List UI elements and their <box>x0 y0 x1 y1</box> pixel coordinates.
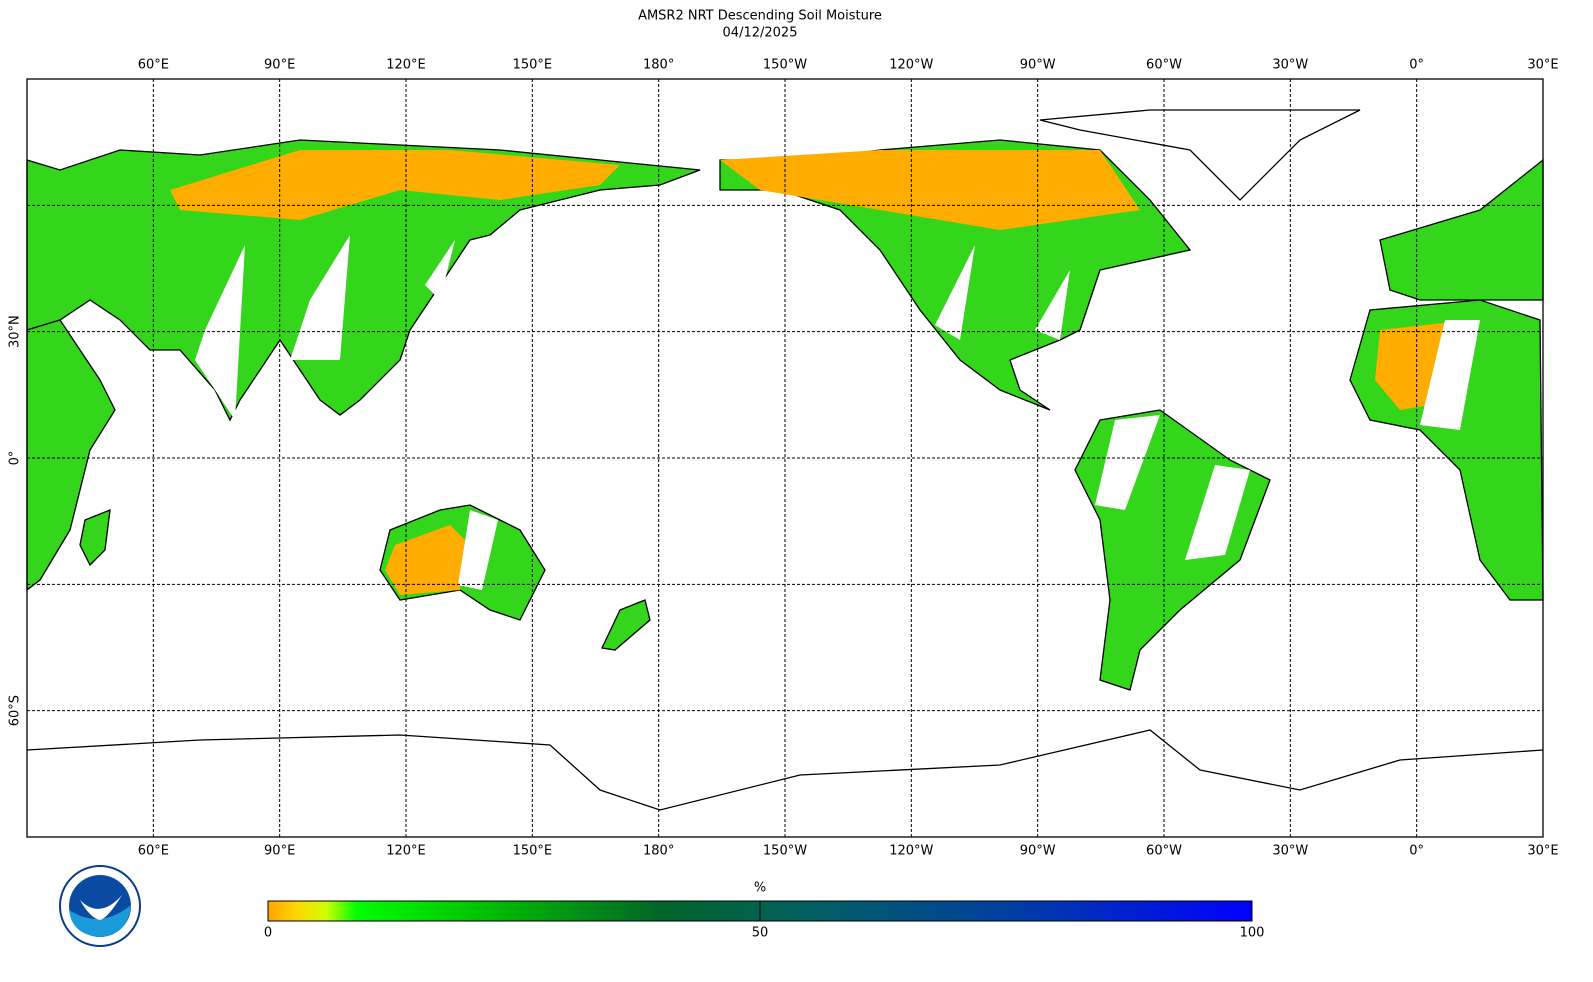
x-tick-label-bottom: 30°E <box>1527 844 1558 859</box>
x-tick-label-top: 90°E <box>264 58 295 73</box>
x-tick-label-bottom: 120°E <box>386 844 426 859</box>
map-subtitle: 04/12/2025 <box>723 26 798 41</box>
landmasses <box>26 109 1544 811</box>
x-tick-label-top: 120°E <box>386 58 426 73</box>
x-tick-label-top: 60°E <box>138 58 169 73</box>
x-tick-label-top: 60°W <box>1146 58 1182 73</box>
x-tick-label-top: 0° <box>1409 58 1424 73</box>
x-tick-label-bottom: 60°W <box>1146 844 1182 859</box>
graticule <box>27 79 1544 837</box>
x-tick-label-top: 150°E <box>513 58 553 73</box>
x-tick-label-bottom: 150°W <box>763 844 807 859</box>
x-tick-label-bottom: 90°E <box>264 844 295 859</box>
x-tick-label-bottom: 30°W <box>1272 844 1308 859</box>
x-tick-label-bottom: 150°E <box>513 844 553 859</box>
colorbar-tick-label: 100 <box>1240 926 1265 941</box>
x-tick-label-bottom: 60°E <box>138 844 169 859</box>
noaa-logo <box>59 865 141 947</box>
x-tick-label-top: 90°W <box>1020 58 1056 73</box>
x-tick-label-top: 120°W <box>889 58 933 73</box>
x-tick-label-top: 180° <box>643 58 674 73</box>
map-frame <box>26 78 1544 838</box>
x-tick-label-bottom: 180° <box>643 844 674 859</box>
y-tick-label: 30°N <box>8 315 23 348</box>
colorbar: % 0 50 100 <box>264 881 1265 941</box>
colorbar-label: % <box>754 881 766 896</box>
x-tick-label-bottom: 120°W <box>889 844 933 859</box>
y-tick-label: 0° <box>8 451 23 466</box>
x-tick-label-bottom: 0° <box>1409 844 1424 859</box>
y-tick-label: 60°S <box>8 695 23 726</box>
colorbar-tick-label: 50 <box>752 926 769 941</box>
x-tick-label-bottom: 90°W <box>1020 844 1056 859</box>
x-tick-label-top: 30°W <box>1272 58 1308 73</box>
x-tick-label-top: 30°E <box>1527 58 1558 73</box>
colorbar-tick-label: 0 <box>264 926 272 941</box>
x-tick-label-top: 150°W <box>763 58 807 73</box>
map-title: AMSR2 NRT Descending Soil Moisture <box>638 9 882 24</box>
